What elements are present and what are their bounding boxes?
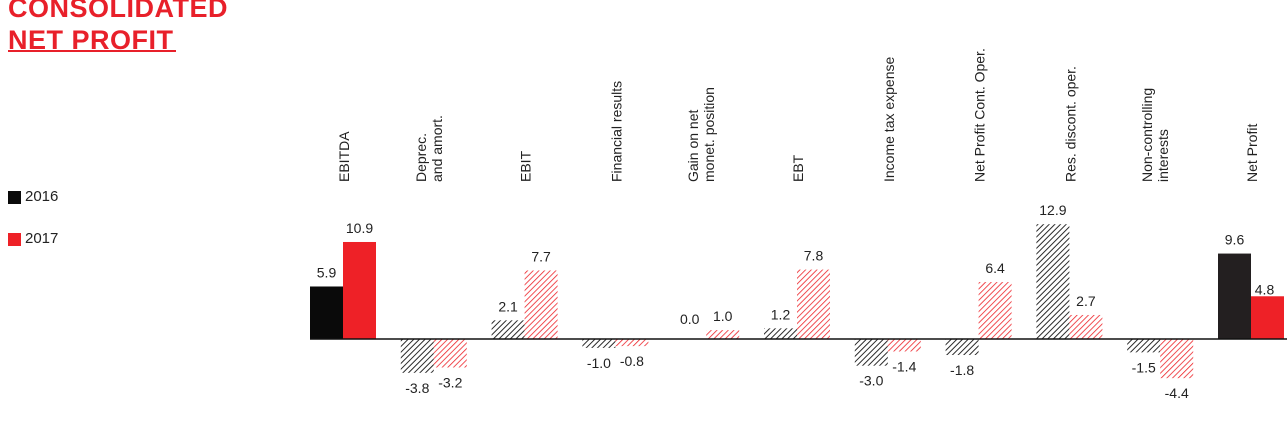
category-label-1: Deprec.and amort. (413, 115, 445, 182)
value-label-2016-3: -1.0 (587, 355, 611, 371)
value-label-2017-6: -1.4 (892, 358, 916, 374)
category-label-6: Income tax expense (881, 56, 897, 182)
value-label-2017-7: 6.4 (985, 260, 1005, 276)
bar-2017-8 (1069, 314, 1103, 339)
bar-2017-2 (524, 270, 558, 339)
value-label-2016-4: 0.0 (680, 311, 700, 327)
value-label-2016-10: 9.6 (1225, 232, 1245, 248)
legend: 2016 2017 (8, 186, 58, 270)
bar-2016-1 (400, 339, 434, 373)
bar-2016-3 (582, 339, 616, 348)
bar-2016-0 (310, 286, 343, 339)
value-label-2016-8: 12.9 (1039, 202, 1066, 218)
category-label-2: EBIT (518, 150, 534, 182)
value-label-2016-2: 2.1 (498, 298, 518, 314)
category-labels-layer: EBITDA Deprec.and amort. EBIT Financial res… (336, 48, 1260, 182)
category-label-8: Res. discont. oper. (1062, 66, 1078, 182)
bar-2016-9 (1127, 339, 1161, 353)
value-label-2016-9: -1.5 (1132, 359, 1156, 375)
legend-swatch-2016 (8, 190, 21, 204)
labels-layer: 5.9 10.9 -3.8 -3.2 2.1 7.7 -1.0 -0.8 0.0 1.0 1.2 7.… (317, 202, 1275, 401)
bars-layer (310, 224, 1284, 379)
value-label-2016-6: -3.0 (859, 373, 883, 389)
value-label-2016-5: 1.2 (771, 306, 791, 322)
bar-2017-4 (706, 330, 740, 339)
bar-2016-6 (854, 339, 888, 366)
category-label-3: Financial results (608, 81, 624, 182)
bar-2017-6 (887, 339, 921, 352)
bar-2017-9 (1160, 339, 1194, 379)
bar-2017-7 (978, 282, 1012, 339)
bar-2016-10 (1218, 253, 1251, 339)
title-underline (8, 50, 176, 52)
bar-2016-8 (1036, 224, 1070, 339)
legend-label-2017: 2017 (25, 230, 59, 247)
legend-item-2017: 2017 (8, 228, 58, 250)
value-label-2016-1: -3.8 (405, 380, 429, 396)
bar-2017-10 (1251, 296, 1284, 339)
value-label-2017-8: 2.7 (1076, 293, 1096, 309)
bar-2017-5 (797, 269, 830, 339)
category-label-0: EBITDA (336, 131, 352, 182)
value-label-2017-1: -3.2 (438, 374, 462, 390)
value-label-2017-4: 1.0 (713, 308, 733, 324)
bar-2016-7 (945, 339, 979, 356)
bar-2016-5 (764, 328, 797, 339)
category-label-4: Gain on netmonet. position (685, 87, 717, 182)
value-label-2017-0: 10.9 (346, 220, 373, 236)
value-label-2016-0: 5.9 (317, 264, 337, 280)
bar-2016-2 (491, 320, 525, 339)
value-label-2016-7: -1.8 (950, 362, 974, 378)
chart-title: CONSOLIDATED NET PROFIT (8, 0, 228, 56)
value-label-2017-10: 4.8 (1255, 281, 1275, 297)
category-label-10: Net Profit (1244, 124, 1260, 182)
value-label-2017-3: -0.8 (620, 353, 644, 369)
chart-title-line-1: CONSOLIDATED (8, 0, 228, 23)
category-label-7: Net Profit Cont. Oper. (972, 48, 988, 182)
category-label-9: Non-controllinginterests (1139, 88, 1171, 182)
legend-swatch-2017 (8, 232, 21, 246)
legend-label-2016: 2016 (25, 188, 59, 205)
value-label-2017-2: 7.7 (531, 248, 551, 264)
bar-2017-3 (615, 339, 649, 347)
category-label-5: EBT (790, 154, 806, 182)
value-label-2017-9: -4.4 (1165, 385, 1189, 401)
legend-item-2016: 2016 (8, 186, 58, 208)
value-label-2017-5: 7.8 (804, 248, 824, 264)
bar-2017-1 (433, 339, 467, 368)
bar-2017-0 (343, 241, 376, 339)
